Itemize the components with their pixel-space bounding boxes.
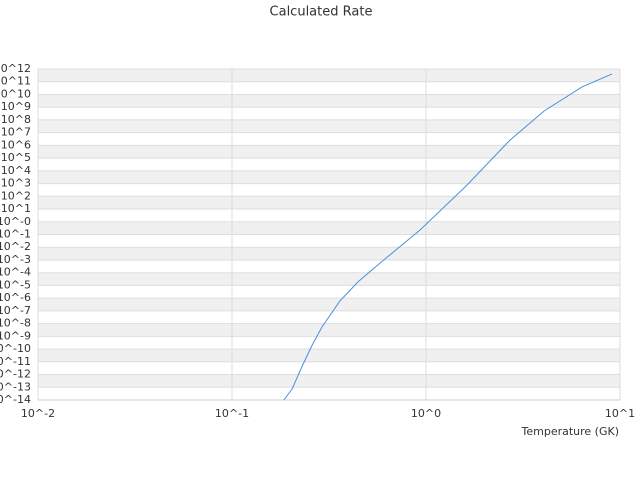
y-tick-label: 10^10 — [0, 87, 31, 100]
grid-band — [38, 247, 620, 260]
x-axis-label: Temperature (GK) — [521, 425, 620, 438]
grid-band — [38, 272, 620, 286]
grid-band — [38, 145, 620, 159]
grid-band — [38, 119, 620, 133]
y-tick-label: 10^-5 — [0, 278, 31, 291]
y-tick-label: 10^5 — [1, 151, 31, 164]
y-tick-label: 10^-9 — [0, 329, 31, 342]
grid-band — [38, 196, 620, 210]
y-tick-label: 10^-3 — [0, 253, 31, 266]
grid-band — [38, 170, 620, 184]
x-tick-label: 10^1 — [605, 407, 635, 420]
y-tick-label: 10^7 — [1, 126, 31, 139]
y-tick-label: 10^-7 — [0, 304, 31, 317]
y-tick-label: 10^-4 — [0, 266, 31, 279]
y-tick-label: 10^-14 — [0, 393, 31, 406]
chart-title: Calculated Rate — [270, 5, 373, 20]
y-tick-label: 10^-13 — [0, 380, 31, 393]
y-tick-label: 10^12 — [0, 62, 31, 75]
x-tick-label: 10^-2 — [21, 407, 55, 420]
y-tick-label: 10^4 — [1, 164, 31, 177]
y-tick-label: 10^-11 — [0, 355, 31, 368]
grid-band — [38, 349, 620, 362]
y-tick-label: 10^-0 — [0, 215, 31, 228]
y-tick-label: 10^-12 — [0, 368, 31, 381]
grid-band — [38, 323, 620, 337]
y-tick-label: 10^2 — [1, 189, 31, 202]
grid-band — [38, 221, 620, 235]
y-tick-label: 10^6 — [1, 138, 31, 151]
y-tick-label: 10^-6 — [0, 291, 31, 304]
y-tick-label: 10^1 — [1, 202, 31, 215]
grid-band — [38, 374, 620, 388]
y-tick-label: 10^-10 — [0, 342, 31, 355]
x-tick-label: 10^-1 — [215, 407, 249, 420]
y-tick-label: 10^-1 — [0, 228, 31, 241]
y-tick-label: 10^8 — [1, 113, 31, 126]
grid-band — [38, 298, 620, 311]
y-tick-label: 10^-8 — [0, 317, 31, 330]
grid-band — [38, 69, 620, 82]
data-line — [283, 73, 613, 401]
y-tick-label: 10^-2 — [0, 240, 31, 253]
x-tick-label: 10^0 — [411, 407, 441, 420]
y-tick-label: 10^9 — [1, 100, 31, 113]
y-tick-label: 10^11 — [0, 75, 31, 88]
grid-band — [38, 94, 620, 108]
y-tick-label: 10^3 — [1, 177, 31, 190]
